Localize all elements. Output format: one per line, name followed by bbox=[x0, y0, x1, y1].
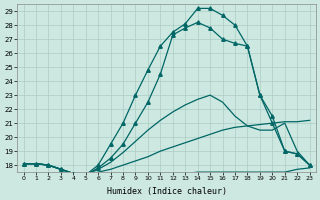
X-axis label: Humidex (Indice chaleur): Humidex (Indice chaleur) bbox=[107, 187, 227, 196]
